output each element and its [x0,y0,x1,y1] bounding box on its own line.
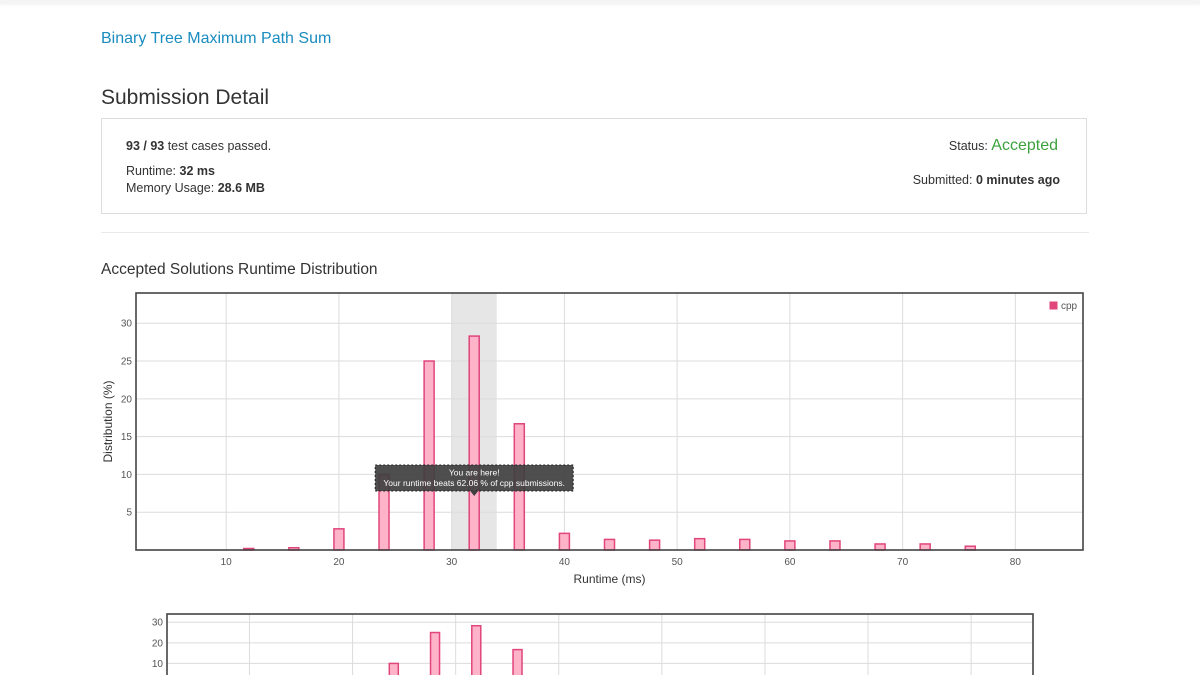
main-chart-bar [603,538,616,551]
main-chart-tooltip-line1: You are here! [449,468,500,478]
status-badge: Accepted [991,137,1058,154]
main-chart-ytick-label: 20 [121,394,133,405]
top-bar [0,0,1200,4]
overview-chart-bar [388,662,400,675]
runtime-summary: Runtime: 32 ms [126,164,215,178]
main-chart-xtick-label: 80 [1010,557,1022,568]
main-chart-ytick-label: 25 [121,357,133,368]
main-chart-tooltip-line2: Your runtime beats 62.06 % of cpp submis… [383,478,565,488]
submission-detail-panel: 93 / 93 test cases passed. Runtime: 32 m… [101,118,1087,214]
overview-chart-bar [512,648,523,675]
main-chart-xtick-label: 30 [446,557,458,568]
submitted-label: Submitted: [912,173,976,187]
main-chart-ytick-label: 5 [126,508,132,519]
memory-label: Memory Usage: [126,181,218,195]
overview-chart: 10 20 30 [152,613,1034,675]
main-chart-xtick-label: 60 [784,557,796,568]
test-cases-count: 93 / 93 [126,139,165,153]
memory-summary: Memory Usage: 28.6 MB [126,181,265,195]
main-chart-bar [829,540,841,551]
status-label: Status: [948,139,992,153]
main-chart-ytick-label: 10 [121,470,133,481]
overview-chart-bar [471,624,482,675]
main-chart: 5 10 15 20 25 30 10 20 30 40 50 60 70 80 Runtime (ms) D… [101,292,1084,586]
main-chart-tooltip-box [374,464,574,492]
main-chart-bar [919,543,931,551]
main-chart-legend-label: cpp [1061,301,1078,312]
section-divider [101,232,1089,233]
overview-chart-bar [429,631,441,675]
main-chart-xtick-label: 10 [221,557,233,568]
main-chart-bar [648,539,661,551]
test-cases-summary: 93 / 93 test cases passed. [126,139,271,153]
main-chart-y-axis-label: Distribution (%) [101,380,115,462]
main-chart-bar [468,335,480,551]
status-summary: Status: Accepted [949,137,1058,155]
main-chart-frame [135,292,1084,551]
page-title: Submission Detail [101,86,270,109]
main-chart-xtick-label: 40 [559,557,571,568]
main-chart-x-axis-label: Runtime (ms) [573,572,645,586]
main-chart-bar [423,360,435,551]
main-chart-ytick-label: 15 [121,432,133,443]
main-chart-bar [333,528,345,551]
overview-chart-ytick-label: 20 [152,638,164,649]
main-chart-bar [558,532,571,551]
overview-chart-ytick-label: 10 [152,659,164,670]
main-chart-bar [784,540,796,551]
runtime-value: 32 ms [179,164,215,178]
submitted-summary: Submitted: 0 minutes ago [913,173,1060,187]
runtime-label: Runtime: [126,164,180,178]
overview-chart-frame [166,613,1034,675]
main-chart-xtick-label: 70 [897,557,909,568]
main-chart-legend-swatch [1048,300,1059,311]
main-chart-bar [739,538,751,551]
main-chart-xtick-label: 20 [333,557,345,568]
main-chart-bar [693,537,706,551]
submitted-value: 0 minutes ago [975,173,1060,187]
main-chart-bar [874,543,886,551]
overview-chart-ytick-label: 30 [152,618,164,629]
test-cases-suffix: test cases passed. [164,139,272,153]
memory-value: 28.6 MB [217,181,265,195]
main-chart-xtick-label: 50 [672,557,684,568]
main-chart-tooltip-pointer [470,491,479,496]
problem-title-link[interactable]: Binary Tree Maximum Path Sum [101,30,332,47]
main-chart-ytick-label: 30 [121,319,133,330]
distribution-title: Accepted Solutions Runtime Distribution [101,261,378,278]
